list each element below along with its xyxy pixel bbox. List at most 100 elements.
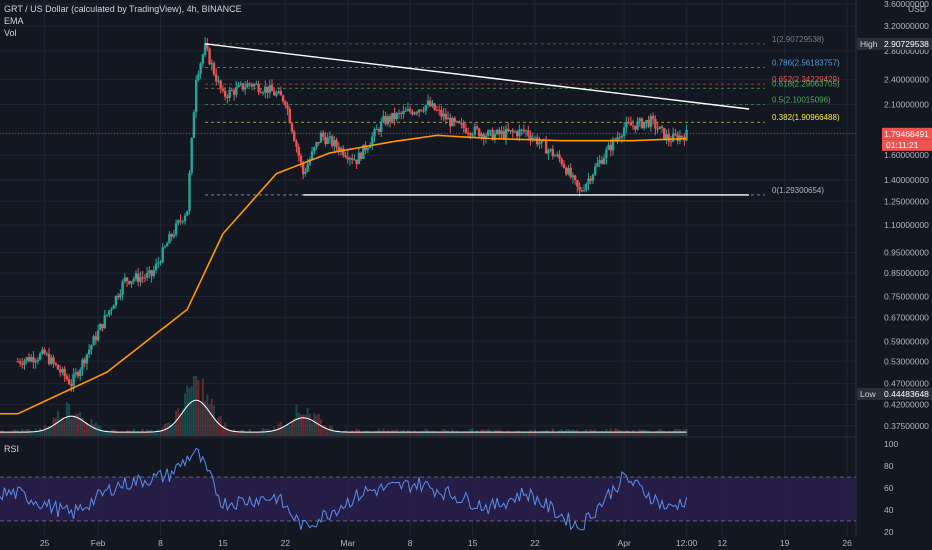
volume-bar — [146, 429, 149, 436]
volume-bar — [215, 420, 218, 436]
candle-body — [544, 140, 548, 154]
candle-body — [680, 135, 684, 138]
candle-body — [426, 100, 430, 106]
candle-body — [192, 112, 196, 138]
volume-bar — [50, 425, 53, 436]
price-tick: 2.80000000 — [884, 46, 929, 56]
candle-body — [569, 167, 572, 178]
candle-body — [324, 136, 327, 144]
volume-bar — [99, 425, 102, 436]
volume-bar — [484, 430, 487, 436]
candlestick-series[interactable] — [16, 37, 688, 392]
candle-body — [67, 379, 71, 385]
rsi-legend[interactable]: RSI — [4, 444, 20, 454]
volume-bar — [134, 432, 137, 436]
candle-body — [495, 129, 499, 134]
candle-body — [388, 116, 392, 122]
candle-body — [87, 349, 91, 355]
volume-bar — [589, 429, 592, 436]
candle-body — [159, 262, 162, 264]
candle-body — [371, 136, 374, 146]
candle-body — [589, 178, 592, 181]
volume-bar — [97, 425, 100, 436]
price-tick: 0.37500000 — [884, 421, 929, 431]
volume-bar — [549, 432, 552, 436]
volume-legend[interactable]: Vol — [4, 28, 17, 38]
time-axis[interactable]: 25 Feb 8 15 22 Mar 8 15 22 Apr 12:00 12 19 26 — [40, 538, 852, 548]
volume-bar — [422, 431, 425, 436]
candle-body — [609, 144, 612, 151]
candle-body — [212, 63, 216, 75]
volume-bar — [612, 432, 615, 436]
candle-body — [471, 134, 474, 136]
candle-body — [531, 137, 534, 140]
volume-bar — [360, 431, 363, 436]
volume-bar — [500, 430, 503, 436]
candle-body — [402, 110, 405, 114]
candle-body — [188, 172, 191, 211]
volume-bar — [357, 429, 360, 436]
volume-bar — [647, 430, 650, 436]
volume-bar — [529, 429, 532, 436]
candle-body — [384, 116, 387, 125]
volume-bar — [518, 430, 521, 436]
grid-lines — [0, 0, 857, 536]
candle-body — [38, 353, 42, 360]
rsi-line — [0, 447, 688, 531]
candle-body — [161, 247, 164, 263]
candle-body — [119, 294, 122, 298]
volume-bar — [496, 430, 499, 436]
volume-ma — [0, 399, 687, 433]
volume-bar — [447, 430, 450, 436]
fib-retracement[interactable]: 1(2.90729538) 0.786(2.56183757) 0.652(2.34… — [205, 35, 840, 196]
volume-bar — [108, 430, 111, 436]
candle-body — [504, 128, 508, 139]
volume-bar — [48, 426, 51, 436]
trendlines[interactable] — [205, 43, 750, 196]
tag-label: Low — [860, 389, 876, 399]
candle-body — [591, 174, 595, 181]
volume-bar — [12, 429, 15, 436]
volume-bar — [19, 432, 22, 436]
candle-body — [551, 148, 555, 157]
candle-body — [598, 160, 601, 164]
volume-bar — [201, 379, 204, 436]
fib-label: 0.382(1.90966488) — [772, 113, 840, 122]
volume-bar — [536, 431, 539, 436]
candle-body — [130, 280, 133, 284]
volume-bar — [121, 432, 124, 436]
candle-body — [203, 43, 207, 55]
candle-body — [228, 90, 231, 99]
volume-bar — [598, 431, 601, 436]
volume-bar — [667, 430, 670, 436]
volume-bar — [70, 417, 73, 436]
candle-body — [486, 130, 490, 136]
candle-body — [284, 101, 287, 106]
candle-body — [429, 100, 432, 107]
candle-body — [533, 137, 537, 139]
candle-body — [431, 103, 434, 107]
volume-bar — [34, 428, 37, 436]
candle-body — [259, 92, 263, 94]
candle-body — [451, 118, 454, 127]
volume-bar — [375, 431, 378, 436]
volume-bar — [320, 419, 322, 436]
candle-body — [611, 139, 615, 151]
candle-body — [366, 148, 370, 151]
volume-bar — [600, 431, 603, 436]
volume-bar — [516, 430, 519, 436]
volume-bar — [620, 430, 623, 436]
volume-bar — [288, 425, 291, 436]
candle-body — [132, 279, 135, 281]
ema-legend[interactable]: EMA — [4, 16, 24, 26]
volume-bar — [661, 430, 664, 436]
volume-bar — [460, 432, 463, 436]
tag-value: 0.44483648 — [884, 389, 929, 399]
candle-body — [417, 109, 421, 113]
candle-body — [475, 126, 479, 129]
rsi-pane[interactable]: 100 80 60 40 20 — [0, 439, 898, 537]
volume-bar — [371, 432, 374, 436]
volume-bar — [335, 430, 338, 436]
